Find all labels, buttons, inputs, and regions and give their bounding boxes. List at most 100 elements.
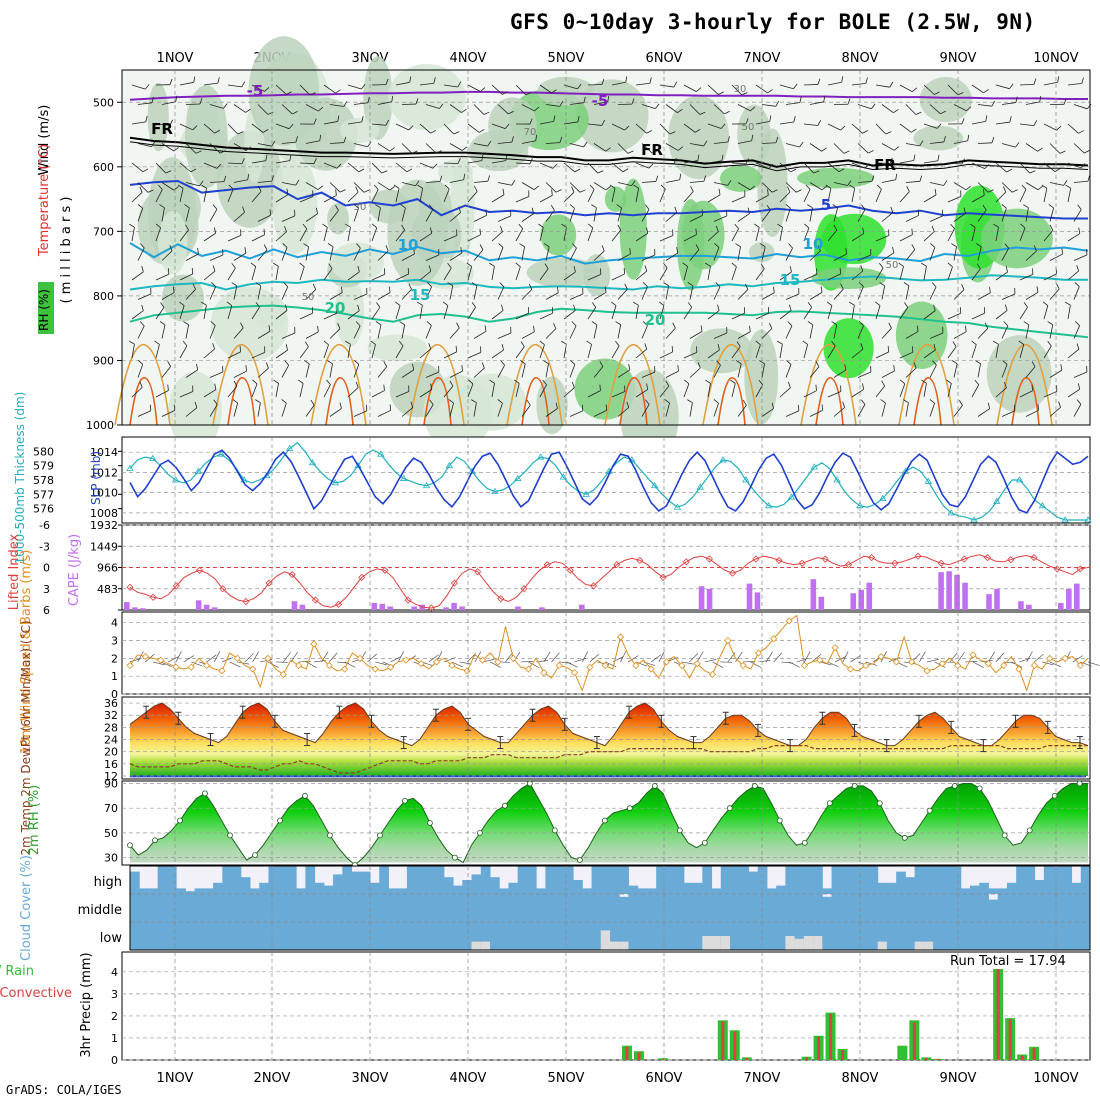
cloud-bar (960, 888, 971, 894)
wind-barb (467, 383, 474, 398)
wind-barb-feather (881, 380, 886, 387)
wind-barb-feather (415, 98, 419, 105)
cloud-bar (840, 922, 851, 950)
wind-speed-point (862, 661, 870, 670)
wind-speed-point (938, 660, 946, 668)
wind-barb-feather (353, 204, 359, 209)
precip-conv-bar (1020, 1055, 1024, 1060)
wind-speed-point (754, 649, 763, 657)
wind-barb-feather (322, 223, 328, 228)
pressure-tick-label: 700 (93, 225, 114, 238)
thickness-point (582, 490, 590, 497)
wind-barb-feather (210, 321, 216, 326)
cloud-bar (1006, 922, 1017, 950)
wind-barb-feather (426, 321, 432, 326)
wind-barb (209, 143, 221, 154)
wind-barb-feather (921, 379, 927, 384)
lifted-point (798, 559, 806, 567)
wind-barb (635, 123, 647, 134)
wind-barb (515, 346, 525, 359)
pressure-tick-label: 600 (93, 161, 114, 174)
cloud-bar (416, 866, 426, 894)
cloud-bar (591, 894, 602, 922)
wind-barb (347, 162, 360, 173)
wind-barb (617, 253, 631, 261)
wind-barb-feather (284, 360, 290, 366)
wind-barb (971, 227, 976, 242)
cloud-bar (933, 866, 943, 894)
lifted-tick-label: 3 (43, 583, 50, 596)
wind-barb (257, 330, 271, 339)
thickness-point (354, 461, 362, 469)
contour-label: 15 (410, 286, 431, 304)
contour-label: 20 (325, 299, 346, 317)
wind-barb-feather (354, 360, 360, 365)
precip-conv-bar (912, 1022, 916, 1060)
wind-barb-feather (900, 379, 906, 385)
wind-barb-feather (265, 362, 269, 369)
wind-barb (425, 254, 440, 261)
wind-barb (545, 328, 557, 339)
wind-barb (779, 227, 783, 242)
wind-barb-feather (328, 263, 333, 269)
wind-barb-feather (358, 168, 365, 173)
wind-barb-feather (586, 340, 592, 345)
wind-barb (1043, 123, 1057, 131)
wind10-barb (375, 661, 387, 666)
wind-barb-feather (223, 103, 228, 109)
cloud-bar (610, 894, 620, 922)
cloud-bar (185, 922, 196, 950)
wind-barb (425, 404, 434, 417)
wind-barb-feather (674, 206, 678, 213)
rh-point (1001, 832, 1008, 839)
wind-barb-feather (269, 209, 271, 216)
wind-barb (851, 123, 863, 134)
wind-barb-feather (684, 379, 690, 385)
wind10-barb (191, 661, 203, 667)
wind-barb-feather (449, 380, 454, 387)
wind-barb (833, 143, 845, 154)
surface-contour (227, 377, 256, 426)
wind-barb (449, 179, 464, 183)
wind-barb-feather (771, 189, 778, 193)
cloud-bar (157, 894, 168, 922)
wind10-barb (804, 651, 811, 663)
cloud-bar (831, 922, 842, 950)
wind-speed-point (892, 658, 900, 666)
cloud-bar (757, 894, 768, 922)
wind-barb (161, 250, 173, 261)
wind-barb (425, 104, 440, 109)
wind10-barb (206, 654, 217, 663)
wind-speed-point (126, 661, 134, 670)
wind-barb (899, 266, 904, 281)
wind10-barb (850, 655, 861, 663)
rh-point (576, 857, 583, 863)
lifted-point (335, 600, 343, 608)
wind-barb-feather (624, 283, 628, 290)
wind-barb-feather (663, 282, 669, 287)
wind-barb-feather (677, 365, 679, 372)
wind-barb (593, 143, 606, 152)
wind-barb (737, 104, 751, 112)
wind-barb-feather (240, 322, 244, 329)
wind-barb (707, 266, 711, 281)
wind-speed-point (478, 656, 487, 664)
wind-barb (995, 162, 1007, 173)
wind-barb (401, 324, 406, 339)
wind-barb-feather (487, 175, 490, 182)
cloud-bar (739, 866, 749, 894)
wind-barb (1019, 189, 1027, 203)
thickness-point (491, 487, 499, 494)
rh-point (501, 802, 508, 809)
wind-barb (275, 160, 290, 164)
wind-barb (923, 231, 935, 242)
bottom-date-label: 2NOV (254, 1071, 291, 1086)
wind-barb-feather (197, 247, 199, 255)
wind-barb (227, 235, 242, 242)
wind-barb-feather (758, 379, 763, 385)
wind-barb (611, 123, 625, 131)
cloud-bar (333, 894, 343, 922)
wind-barb (371, 162, 383, 174)
wind-barb-feather (335, 205, 339, 211)
